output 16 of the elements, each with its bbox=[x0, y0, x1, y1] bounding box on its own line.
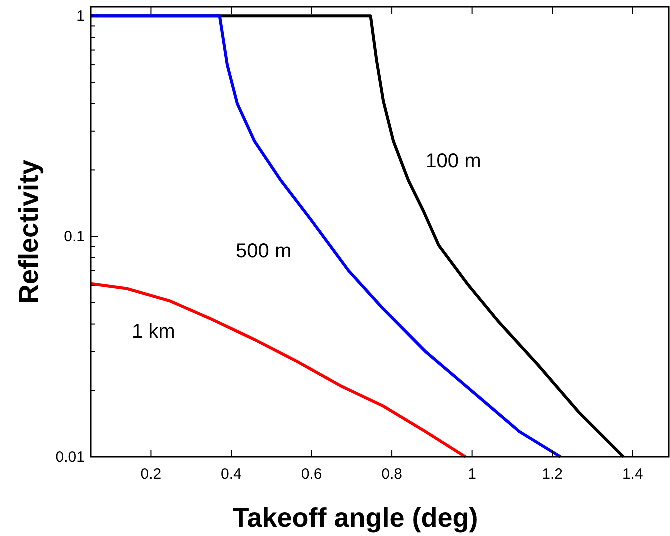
x-tick-label: 0.4 bbox=[221, 466, 242, 483]
y-tick-label: 1 bbox=[76, 8, 85, 26]
series-label: 100 m bbox=[426, 150, 482, 172]
x-tick-label: 0.6 bbox=[301, 466, 322, 483]
y-tick-label: 0.1 bbox=[64, 228, 85, 246]
x-tick-label: 0.8 bbox=[382, 466, 402, 483]
y-axis-title: Reflectivity bbox=[14, 160, 44, 304]
x-axis-title: Takeoff angle (deg) bbox=[232, 503, 478, 533]
x-tick-label: 0.2 bbox=[140, 466, 162, 483]
series-label: 1 km bbox=[132, 321, 176, 344]
x-tick-label: 1.2 bbox=[542, 466, 564, 483]
x-tick-label: 1.4 bbox=[622, 466, 644, 483]
y-tick-label: 0.01 bbox=[56, 449, 85, 466]
line-series bbox=[90, 282, 467, 458]
x-tick-label: 1 bbox=[468, 466, 476, 483]
series-label: 500 m bbox=[236, 240, 292, 262]
